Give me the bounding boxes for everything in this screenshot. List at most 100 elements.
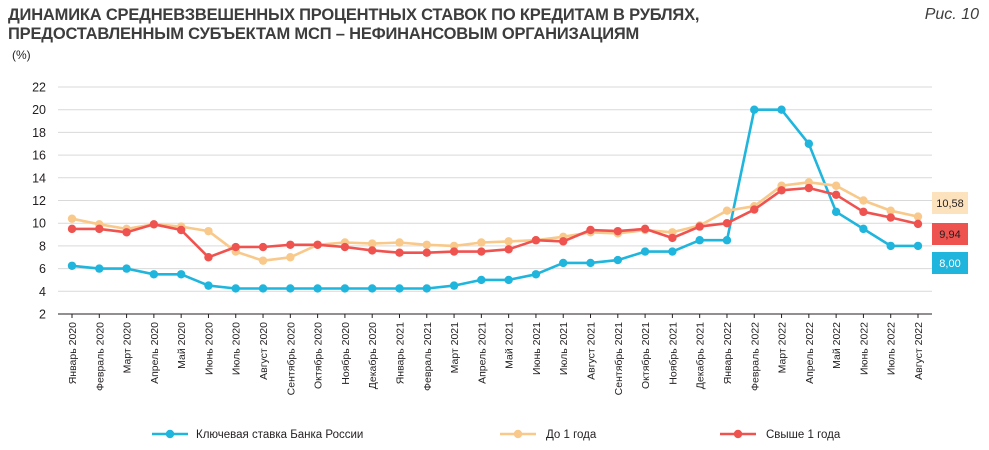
x-tick-label: Март 2020 bbox=[122, 322, 134, 374]
data-point bbox=[422, 240, 431, 249]
data-point bbox=[95, 264, 104, 273]
data-point bbox=[695, 222, 704, 231]
data-point bbox=[422, 248, 431, 257]
y-axis-ticks: 2 4 6 8 10 12 14 16 18 20 22 bbox=[32, 81, 46, 322]
data-point bbox=[95, 224, 104, 234]
x-tick-label: Август 2021 bbox=[586, 322, 598, 380]
x-tick-label: Июнь 2021 bbox=[531, 322, 543, 375]
x-tick-label: Апрель 2021 bbox=[476, 322, 488, 384]
data-point bbox=[176, 225, 186, 235]
data-point bbox=[340, 284, 350, 293]
data-point bbox=[231, 242, 240, 252]
data-point bbox=[340, 242, 350, 252]
data-point bbox=[258, 256, 268, 265]
x-tick-label: Апрель 2022 bbox=[804, 322, 816, 384]
data-point bbox=[668, 233, 677, 243]
data-point bbox=[204, 226, 213, 236]
y-tick-label: 12 bbox=[32, 194, 46, 208]
data-point bbox=[640, 247, 650, 256]
data-point bbox=[449, 281, 459, 290]
data-point bbox=[804, 183, 814, 193]
y-tick-label: 16 bbox=[32, 149, 46, 163]
chart-title-line-2: ПРЕДОСТАВЛЕННЫМ СУБЪЕКТАМ МСП – НЕФИНАНС… bbox=[8, 25, 640, 43]
data-point bbox=[722, 206, 732, 215]
x-tick-label: Январь 2020 bbox=[67, 322, 79, 384]
data-point bbox=[750, 205, 759, 214]
y-axis-unit: (%) bbox=[12, 48, 31, 62]
data-point bbox=[67, 214, 77, 223]
y-tick-label: 20 bbox=[32, 103, 46, 117]
x-axis-ticks: Январь 2020 Февраль 2020 Март 2020 Апрель 2… bbox=[67, 314, 925, 395]
x-tick-label: Сентябрь 2020 bbox=[285, 322, 297, 395]
x-tick-label: Июнь 2022 bbox=[858, 322, 870, 375]
legend-item: Свыше 1 года bbox=[720, 429, 841, 441]
y-tick-label: 18 bbox=[32, 126, 46, 140]
data-point bbox=[149, 270, 159, 279]
data-point bbox=[477, 275, 486, 285]
data-point bbox=[176, 270, 186, 279]
data-point bbox=[122, 264, 131, 273]
data-point bbox=[531, 270, 541, 279]
data-point bbox=[286, 284, 295, 293]
legend-item: Ключевая ставка Банка России bbox=[152, 429, 363, 441]
end-label-box bbox=[932, 223, 968, 245]
data-point bbox=[504, 275, 513, 285]
data-point bbox=[859, 224, 868, 234]
data-point bbox=[859, 196, 868, 205]
data-point bbox=[586, 225, 595, 235]
series-line bbox=[72, 186, 919, 259]
data-point bbox=[286, 253, 295, 262]
x-tick-label: Декабрь 2020 bbox=[367, 322, 379, 389]
data-point bbox=[422, 284, 431, 293]
data-point bbox=[67, 261, 77, 270]
data-point bbox=[477, 247, 486, 256]
data-point bbox=[149, 220, 159, 229]
series-line bbox=[71, 108, 918, 290]
legend-item: До 1 года bbox=[500, 429, 597, 441]
data-point bbox=[913, 212, 923, 221]
x-tick-label: Май 2021 bbox=[504, 322, 516, 369]
x-tick-label: Май 2020 bbox=[176, 322, 188, 369]
legend-marker bbox=[165, 429, 175, 439]
data-point bbox=[531, 236, 541, 245]
data-point bbox=[395, 248, 404, 257]
x-tick-label: Декабрь 2021 bbox=[695, 322, 707, 389]
data-point bbox=[586, 258, 595, 268]
y-tick-label: 22 bbox=[32, 81, 46, 95]
x-tick-label: Февраль 2021 bbox=[422, 322, 434, 391]
data-point bbox=[367, 239, 377, 248]
data-point bbox=[750, 105, 759, 114]
data-point bbox=[668, 247, 677, 256]
x-tick-label: Май 2022 bbox=[831, 322, 843, 369]
x-tick-label: Август 2022 bbox=[913, 322, 925, 380]
data-point bbox=[613, 255, 623, 265]
series-layer bbox=[67, 105, 923, 293]
data-point bbox=[231, 284, 240, 293]
data-point bbox=[367, 246, 377, 255]
data-point bbox=[258, 284, 268, 293]
data-point bbox=[886, 213, 895, 222]
data-point bbox=[831, 181, 841, 190]
data-point bbox=[395, 238, 404, 247]
x-tick-label: Июнь 2020 bbox=[203, 322, 215, 375]
data-point bbox=[286, 240, 295, 249]
series-up-to-1y bbox=[67, 178, 923, 265]
data-point bbox=[886, 206, 895, 215]
x-tick-label: Август 2020 bbox=[258, 322, 270, 380]
chart-title: ДИНАМИКА СРЕДНЕВЗВЕШЕННЫХ ПРОЦЕНТНЫХ СТА… bbox=[8, 6, 699, 44]
x-tick-label: Март 2021 bbox=[449, 322, 461, 374]
x-tick-label: Февраль 2020 bbox=[94, 322, 106, 391]
data-point bbox=[204, 253, 213, 262]
data-point bbox=[122, 228, 131, 237]
data-point bbox=[67, 224, 77, 234]
data-point bbox=[831, 190, 841, 200]
legend-label: Свыше 1 года bbox=[766, 429, 841, 441]
data-point bbox=[477, 238, 486, 247]
x-tick-label: Октябрь 2021 bbox=[640, 322, 652, 389]
data-point bbox=[204, 281, 213, 290]
data-point bbox=[913, 241, 923, 251]
legend-label: Ключевая ставка Банка России bbox=[196, 429, 363, 441]
data-point bbox=[804, 139, 814, 148]
y-tick-label: 4 bbox=[39, 285, 46, 299]
end-labels: 10,58 9,94 8,00 bbox=[932, 192, 968, 274]
